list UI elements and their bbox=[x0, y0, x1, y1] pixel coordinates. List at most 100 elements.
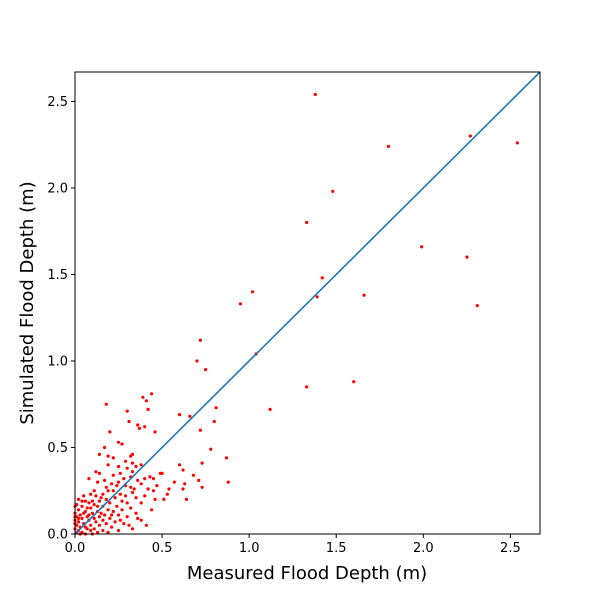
data-point-79 bbox=[110, 482, 114, 486]
data-point-117 bbox=[129, 506, 133, 510]
data-point-102 bbox=[162, 497, 166, 501]
data-point-128 bbox=[78, 513, 82, 517]
data-point-118 bbox=[89, 506, 93, 510]
x-tick-label: 0.5 bbox=[152, 541, 173, 556]
data-point-191 bbox=[155, 484, 159, 488]
data-point-116 bbox=[80, 504, 84, 508]
data-point-142 bbox=[94, 520, 98, 524]
data-point-192 bbox=[165, 492, 169, 496]
data-point-119 bbox=[106, 508, 110, 512]
data-point-85 bbox=[181, 487, 185, 491]
data-point-23 bbox=[104, 402, 108, 406]
data-point-61 bbox=[160, 471, 164, 475]
data-point-7 bbox=[465, 255, 469, 259]
data-point-132 bbox=[125, 515, 129, 519]
data-point-131 bbox=[97, 515, 101, 519]
data-point-127 bbox=[103, 513, 107, 517]
data-point-32 bbox=[136, 423, 140, 427]
data-point-190 bbox=[132, 487, 136, 491]
data-point-158 bbox=[89, 528, 93, 533]
data-point-77 bbox=[183, 482, 187, 486]
data-point-17 bbox=[204, 368, 208, 372]
data-point-27 bbox=[125, 409, 129, 413]
x-tick-label: 2.5 bbox=[500, 541, 521, 556]
x-tick-label: 1.0 bbox=[239, 541, 260, 556]
data-point-173 bbox=[85, 506, 89, 510]
data-point-48 bbox=[123, 459, 128, 463]
data-point-37 bbox=[108, 430, 112, 434]
data-point-124 bbox=[111, 509, 115, 514]
data-point-3 bbox=[386, 144, 391, 148]
data-point-176 bbox=[96, 504, 100, 508]
data-point-16 bbox=[195, 359, 199, 363]
data-point-146 bbox=[89, 523, 93, 527]
data-point-14 bbox=[198, 338, 202, 342]
data-point-34 bbox=[137, 426, 141, 430]
data-point-172 bbox=[80, 499, 84, 503]
data-point-179 bbox=[76, 516, 81, 521]
data-point-96 bbox=[82, 494, 86, 498]
data-point-121 bbox=[76, 508, 81, 512]
data-point-126 bbox=[90, 511, 94, 515]
reference-line-layer bbox=[74, 71, 541, 535]
data-point-20 bbox=[150, 392, 154, 396]
data-point-160 bbox=[96, 530, 100, 534]
data-point-55 bbox=[134, 464, 138, 469]
data-point-46 bbox=[111, 456, 115, 460]
plot-frame bbox=[74, 71, 541, 535]
data-point-138 bbox=[101, 518, 105, 522]
data-point-41 bbox=[209, 447, 213, 451]
data-point-135 bbox=[92, 516, 96, 521]
data-point-38 bbox=[116, 440, 121, 444]
data-point-56 bbox=[125, 466, 129, 470]
data-point-65 bbox=[111, 473, 115, 477]
data-point-109 bbox=[87, 501, 91, 505]
data-point-25 bbox=[146, 407, 150, 411]
data-point-66 bbox=[148, 475, 152, 479]
data-point-175 bbox=[90, 499, 94, 503]
data-point-187 bbox=[115, 484, 119, 488]
data-point-177 bbox=[82, 511, 86, 515]
data-point-69 bbox=[151, 477, 155, 481]
data-point-82 bbox=[104, 485, 108, 489]
data-point-148 bbox=[97, 523, 101, 527]
data-point-180 bbox=[99, 511, 103, 515]
y-tick-label: 0.0 bbox=[47, 528, 68, 543]
data-point-87 bbox=[111, 489, 115, 493]
data-point-99 bbox=[134, 496, 138, 500]
data-point-110 bbox=[108, 501, 112, 505]
data-point-57 bbox=[181, 468, 185, 472]
data-point-12 bbox=[315, 295, 319, 299]
data-point-68 bbox=[143, 477, 147, 481]
x-tick-label: 0.0 bbox=[65, 541, 86, 556]
data-point-95 bbox=[123, 494, 128, 498]
data-point-188 bbox=[122, 477, 126, 481]
data-point-10 bbox=[238, 302, 242, 306]
data-point-36 bbox=[153, 430, 157, 434]
data-point-181 bbox=[110, 513, 114, 517]
data-point-59 bbox=[130, 470, 135, 474]
data-point-134 bbox=[108, 516, 112, 521]
data-point-58 bbox=[94, 470, 98, 474]
data-point-153 bbox=[130, 527, 135, 531]
data-point-83 bbox=[200, 485, 204, 489]
reference-line bbox=[74, 71, 541, 535]
data-point-178 bbox=[87, 513, 91, 517]
data-point-2 bbox=[515, 141, 520, 145]
data-point-184 bbox=[136, 516, 140, 521]
data-point-29 bbox=[188, 414, 192, 418]
data-point-24 bbox=[214, 406, 218, 410]
y-tick-label: 0.5 bbox=[47, 441, 68, 456]
data-point-4 bbox=[331, 189, 335, 193]
data-point-155 bbox=[101, 528, 105, 533]
data-point-0 bbox=[313, 92, 317, 97]
data-point-140 bbox=[113, 520, 117, 524]
data-point-193 bbox=[172, 480, 176, 484]
data-point-144 bbox=[104, 522, 108, 526]
y-tick-label: 2.5 bbox=[47, 95, 68, 110]
data-point-78 bbox=[139, 482, 143, 486]
data-point-174 bbox=[99, 496, 103, 500]
x-axis-title: Measured Flood Depth (m) bbox=[187, 563, 427, 584]
data-point-45 bbox=[130, 452, 135, 456]
data-point-86 bbox=[167, 487, 171, 491]
